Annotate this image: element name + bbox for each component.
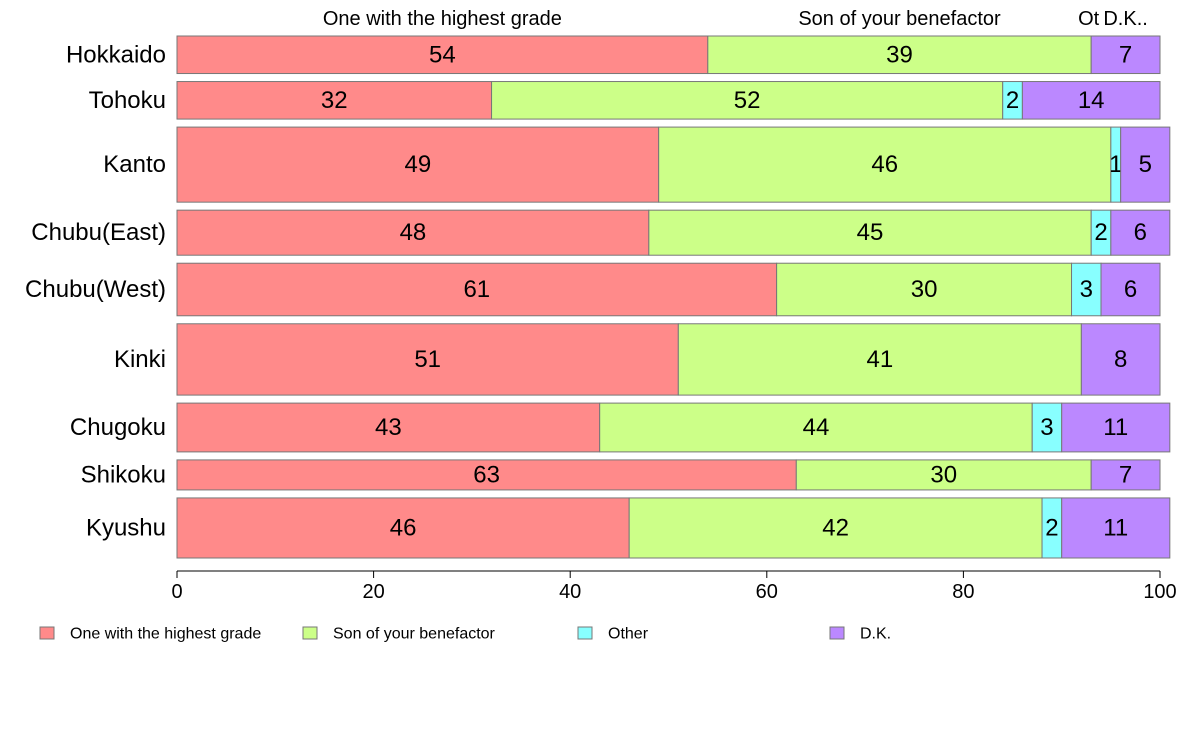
bar-segment-d-k (1021, 81, 1161, 120)
data-label: 46 (871, 151, 898, 178)
data-label: 48 (400, 219, 427, 246)
data-label: 43 (375, 414, 402, 441)
bar-segment-son-of-your-benefactor (776, 262, 1073, 317)
bar-segment-son-of-your-benefactor (795, 459, 1092, 491)
legend-swatch-other (577, 626, 593, 640)
legend-swatch-d-k (829, 626, 845, 640)
bar-segment-d-k (1061, 497, 1171, 559)
bar-segment-d-k (1090, 459, 1161, 491)
data-label: 1 (1109, 151, 1122, 178)
category-label: Chugoku (70, 414, 166, 441)
bar-segment-son-of-your-benefactor (648, 209, 1092, 256)
data-label: 2 (1006, 87, 1019, 114)
data-label: 7 (1119, 461, 1132, 488)
bar-segment-one-with-the-highest-grade (176, 209, 650, 256)
data-label: 46 (390, 514, 417, 541)
bar-segment-son-of-your-benefactor (658, 126, 1112, 203)
bar-segment-d-k (1110, 209, 1171, 256)
category-label: Kanto (103, 151, 166, 178)
data-label: 45 (857, 219, 884, 246)
category-label: Shikoku (81, 461, 166, 488)
data-label: 5 (1139, 151, 1152, 178)
bar-segment-d-k (1120, 126, 1171, 203)
legend-swatch-one-with-the-highest-grade (39, 626, 55, 640)
bar-segment-one-with-the-highest-grade (176, 459, 797, 491)
category-labels: Hokkaido Tohoku Kanto Chubu(East) Chubu(West… (25, 41, 166, 541)
data-label: 63 (473, 461, 500, 488)
data-label: 11 (1103, 514, 1128, 541)
bar-segment-son-of-your-benefactor (599, 402, 1033, 453)
category-label: Tohoku (89, 87, 166, 114)
bar-segment-other (1071, 262, 1102, 317)
x-axis: 0 20 40 60 80 100 (171, 570, 1177, 603)
bar-segment-one-with-the-highest-grade (176, 126, 660, 203)
category-label: Kinki (114, 346, 166, 373)
category-label: Hokkaido (66, 41, 166, 68)
bar-segment-other (1031, 402, 1063, 453)
bar-segment-d-k (1090, 35, 1161, 75)
data-label: 30 (911, 276, 938, 303)
top-series-label: D.K.. (1103, 8, 1147, 30)
legend-label: D.K. (860, 626, 891, 643)
bar-segment-son-of-your-benefactor (707, 35, 1092, 75)
top-series-label: One with the highest grade (323, 8, 562, 30)
x-tick-label: 20 (362, 581, 384, 603)
top-labels: One with the highest grade Son of your be… (323, 8, 1148, 30)
category-label: Chubu(West) (25, 276, 166, 303)
data-label: 7 (1119, 41, 1132, 68)
data-label: 6 (1124, 276, 1137, 303)
data-label: 6 (1134, 219, 1147, 246)
data-label: 14 (1078, 87, 1105, 114)
bar-segment-son-of-your-benefactor (491, 81, 1004, 120)
x-tick-label: 0 (171, 581, 182, 603)
data-label: 2 (1094, 219, 1107, 246)
x-tick-label: 100 (1143, 581, 1176, 603)
x-tick-label: 60 (756, 581, 778, 603)
legend-label: Other (608, 626, 649, 643)
bar-segment-one-with-the-highest-grade (176, 497, 630, 559)
legend-label: One with the highest grade (70, 626, 261, 643)
data-label: 49 (404, 151, 431, 178)
data-label: 39 (886, 41, 913, 68)
data-label: 52 (734, 87, 761, 114)
data-label: 61 (463, 276, 490, 303)
top-series-label: Son of your benefactor (798, 8, 1001, 30)
bar-segment-one-with-the-highest-grade (176, 323, 679, 396)
data-label: 54 (429, 41, 456, 68)
bar-segment-one-with-the-highest-grade (176, 262, 778, 317)
data-label: 32 (321, 87, 348, 114)
bar-segment-d-k (1080, 323, 1161, 396)
bar-segment-son-of-your-benefactor (677, 323, 1082, 396)
legend-swatch-son-of-your-benefactor (302, 626, 318, 640)
top-series-label: Ot (1078, 8, 1100, 30)
data-label: 41 (866, 346, 893, 373)
data-label: 3 (1080, 276, 1093, 303)
bar-segment-d-k (1100, 262, 1161, 317)
bar-segment-one-with-the-highest-grade (176, 402, 601, 453)
bar-segment-son-of-your-benefactor (628, 497, 1043, 559)
data-label: 44 (803, 414, 830, 441)
bar-segment-one-with-the-highest-grade (176, 35, 709, 75)
x-tick-label: 80 (952, 581, 974, 603)
category-label: Chubu(East) (31, 219, 166, 246)
category-label: Kyushu (86, 514, 166, 541)
data-label: 51 (414, 346, 441, 373)
data-label: 8 (1114, 346, 1127, 373)
data-label: 11 (1103, 414, 1128, 441)
x-tick-label: 40 (559, 581, 581, 603)
bar-segment-d-k (1061, 402, 1171, 453)
data-label: 42 (822, 514, 849, 541)
data-label: 2 (1045, 514, 1058, 541)
data-label: 30 (930, 461, 957, 488)
bar-segment-one-with-the-highest-grade (176, 81, 493, 120)
legend-label: Son of your benefactor (333, 626, 496, 643)
legend: One with the highest grade Son of your be… (39, 626, 891, 643)
data-label: 3 (1040, 414, 1053, 441)
